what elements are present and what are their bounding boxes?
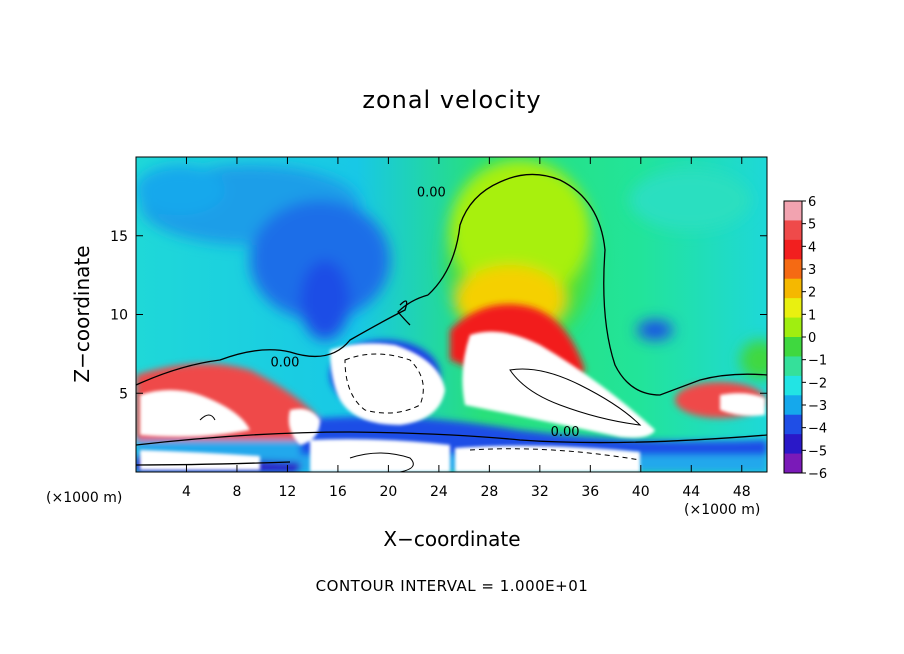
x-tick-label: 36 xyxy=(581,484,599,500)
colorbar-swatch xyxy=(784,278,802,299)
x-tick-label: 44 xyxy=(682,484,700,500)
colorbar-swatch xyxy=(784,337,802,357)
x-tick-label: 28 xyxy=(480,484,498,500)
colorbar-swatch xyxy=(784,356,802,377)
contour-label-group: 0.00 0.00 0.00 xyxy=(270,185,579,439)
x-tick-label: 8 xyxy=(232,484,241,500)
colorbar-tick-label: −2 xyxy=(808,376,827,391)
colorbar-tick-label: −1 xyxy=(808,354,827,369)
colorbar-tick-label: 4 xyxy=(808,240,816,255)
colorbar-tick-label: 1 xyxy=(808,308,816,323)
x-tick-label: 40 xyxy=(632,484,650,500)
y-tick-label: 10 xyxy=(110,308,128,324)
colorbar-swatch xyxy=(784,220,802,241)
colorbar-tick-label: 3 xyxy=(808,263,816,278)
contour-label: 0.00 xyxy=(551,425,580,440)
y-tick-label: 5 xyxy=(119,386,128,402)
y-tick-label: 15 xyxy=(110,229,128,245)
x-tick-label: 32 xyxy=(531,484,549,500)
contour-interval-note: CONTOUR INTERVAL = 1.000E+01 xyxy=(315,577,589,595)
colorbar-tick-label: 6 xyxy=(808,195,816,210)
colorbar-swatch xyxy=(784,414,802,435)
colorbar-tick-label: −4 xyxy=(808,422,827,437)
x-unit-label-left: (×1000 m) xyxy=(46,490,123,506)
x-tick-label: 4 xyxy=(182,484,191,500)
x-tick-label: 48 xyxy=(733,484,751,500)
colorbar-swatch xyxy=(784,317,802,338)
contour-label: 0.00 xyxy=(417,185,446,200)
colorbar-swatch xyxy=(784,434,802,455)
x-tick-label: 24 xyxy=(430,484,448,500)
colorbar-tick-label: −5 xyxy=(808,444,827,459)
colorbar-tick-label: 5 xyxy=(808,218,816,233)
x-tick-label: 16 xyxy=(329,484,347,500)
zero-contours xyxy=(136,173,767,466)
colorbar-tick-label: 2 xyxy=(808,286,816,301)
y-axis-label: Z−coordinate xyxy=(70,245,94,383)
colorbar-tick-label: −6 xyxy=(808,467,827,482)
colorbar-swatch xyxy=(784,375,802,396)
colorbar-swatch xyxy=(784,259,802,280)
x-tick-label: 12 xyxy=(279,484,297,500)
heatmap-field xyxy=(136,157,767,472)
contour-label: 0.00 xyxy=(270,355,299,370)
x-axis-label: X−coordinate xyxy=(383,527,521,551)
positive-contours xyxy=(199,368,642,472)
colorbar: 6 5 4 3 2 1 0 −1 −2 −3 −4 −5 −6 xyxy=(783,195,827,482)
colorbar-swatch xyxy=(784,201,802,221)
negative-contours xyxy=(344,353,641,461)
y-axis: 5 10 15 xyxy=(110,229,767,402)
colorbar-swatch xyxy=(784,239,802,260)
colorbar-swatch xyxy=(784,395,802,416)
x-tick-label: 20 xyxy=(379,484,397,500)
colorbar-tick-label: 0 xyxy=(808,331,816,346)
colorbar-swatch xyxy=(784,298,802,319)
x-unit-label-right: (×1000 m) xyxy=(684,502,761,518)
colorbar-swatch xyxy=(784,453,802,474)
chart-title: zonal velocity xyxy=(362,86,542,114)
x-axis: 4 8 12 16 20 24 28 32 36 40 44 48 xyxy=(182,157,751,500)
colorbar-tick-label: −3 xyxy=(808,399,827,414)
